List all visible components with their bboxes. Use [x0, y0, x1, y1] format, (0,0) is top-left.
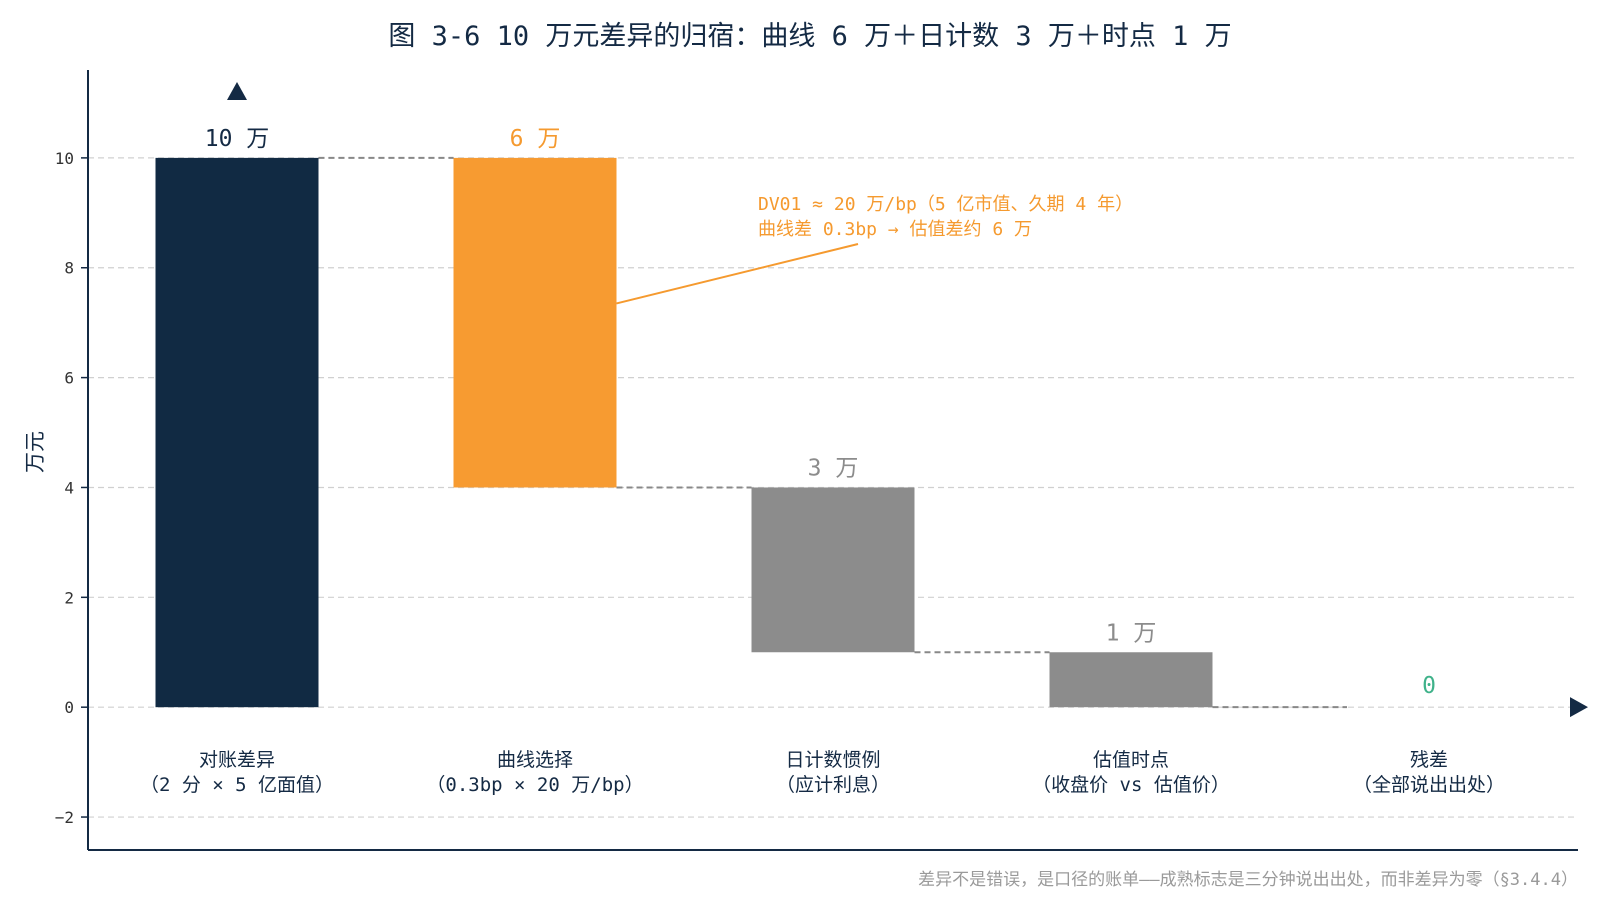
- category-label: （应计利息）: [776, 774, 890, 796]
- bar-2: [453, 157, 617, 488]
- bars: [155, 157, 1213, 708]
- y-tick-label: 4: [64, 478, 74, 497]
- category-label: 估值时点: [1093, 749, 1169, 771]
- category-label: （0.3bp × 20 万/bp）: [426, 774, 643, 796]
- right-arrow-marker: [1570, 697, 1588, 718]
- annotation: DV01 ≈ 20 万/bp（5 亿市值、久期 4 年） 曲线差 0.3bp → …: [616, 194, 1133, 305]
- category-label: （收盘价 vs 估值价）: [1032, 774, 1230, 796]
- category-label: 残差: [1410, 749, 1448, 771]
- axes: [87, 70, 1588, 851]
- footnote: 差异不是错误，是口径的账单——成熟标志是三分钟说出出处，而非差异为零（§3.4.…: [918, 869, 1578, 890]
- y-tick-label: 2: [64, 588, 74, 607]
- annotation-leader-line: [616, 243, 859, 305]
- y-tick-label: 6: [64, 369, 74, 388]
- bar-1: [155, 157, 319, 708]
- category-label: 日计数惯例: [785, 749, 880, 771]
- connectors: [318, 156, 1347, 709]
- chart-title: 图 3-6 10 万元差异的归宿：曲线 6 万＋日计数 3 万＋时点 1 万: [388, 21, 1231, 52]
- y-axis-label: 万元: [23, 431, 47, 473]
- data-label: 10 万: [205, 126, 270, 152]
- annotation-text: DV01 ≈ 20 万/bp（5 亿市值、久期 4 年）: [758, 194, 1133, 215]
- x-category-labels: 对账差异 （2 分 × 5 亿面值） 曲线选择 （0.3bp × 20 万/bp） 日计…: [140, 749, 1505, 796]
- y-tick-label: −2: [55, 808, 74, 827]
- data-labels: 10 万 6 万 3 万 1 万 0: [205, 126, 1436, 699]
- data-label: 6 万: [510, 126, 561, 152]
- category-label: （2 分 × 5 亿面值）: [140, 774, 334, 796]
- category-label: （全部说出出处）: [1353, 774, 1505, 796]
- annotation-text: 曲线差 0.3bp → 估值差约 6 万: [758, 219, 1032, 240]
- y-tick-labels: −2 0 2 4 6 8 10: [55, 149, 88, 827]
- y-tick-label: 0: [64, 698, 74, 717]
- y-tick-label: 8: [64, 259, 74, 278]
- category-label: 曲线选择: [497, 749, 573, 771]
- bar-3: [751, 487, 915, 653]
- up-arrow-marker: [227, 81, 247, 100]
- data-label: 1 万: [1106, 620, 1157, 646]
- category-label: 对账差异: [199, 749, 275, 771]
- bar-4: [1049, 652, 1213, 708]
- data-label: 3 万: [808, 455, 859, 481]
- y-tick-label: 10: [55, 149, 74, 168]
- data-label: 0: [1422, 673, 1436, 699]
